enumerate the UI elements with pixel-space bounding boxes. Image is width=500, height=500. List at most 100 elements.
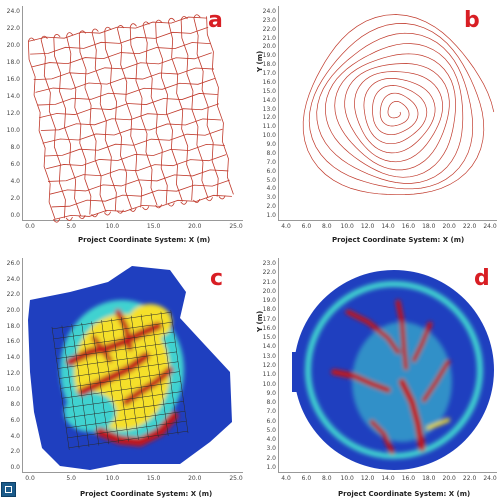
track-lines [27,14,234,223]
y-tick-label: 6.0 [10,416,20,424]
survey-track-line [206,16,234,195]
track-turn [40,35,48,40]
y-tick-label: 8.0 [10,144,20,151]
track-turn [91,28,99,33]
y-tick-label: 23.0 [262,260,276,267]
x-tick-label: 6.0 [301,475,312,482]
y-tick-label: 20.0 [262,287,276,295]
y-tick-label: 8.0 [10,401,20,409]
anomaly-feature [91,335,113,363]
track-turn [78,215,86,220]
y-tick-label: 16.0 [6,338,20,346]
y-axis-label-b: Y (m) [256,50,264,72]
survey-track-line [37,77,216,106]
y-tick-label: 13.0 [262,105,276,113]
track-turn [66,32,74,37]
track-turn [168,17,176,22]
x-tick-label: 5.0 [66,475,76,482]
y-tick-label: 21.0 [262,278,276,286]
grid-line [67,420,187,439]
y-tick-label: 16.0 [262,324,276,332]
panel-a: a 0.0 2.0 4.0 6.0 8.0 10.0 12.0 14.0 16.0 18.0 20.… [0,0,248,248]
survey-track-line [33,52,212,80]
window-icon[interactable] [1,482,16,497]
x-tick-label: 20.0 [442,475,456,482]
survey-track-line [53,194,232,221]
survey-track-line [104,30,132,209]
y-tick-label: 7.0 [266,408,276,416]
y-tick-label: 5.0 [266,176,276,184]
x-axis-label-c: Project Coordinate System: X (m) [80,490,213,498]
y-tick-label: 12.0 [262,362,276,369]
survey-track-line [117,28,143,208]
grid-line [160,311,179,435]
y-tick-label: 21.0 [262,34,276,42]
heat-ring [305,281,483,459]
panel-label-d: d [474,266,490,291]
y-tick-label: 8.0 [266,149,276,157]
anomaly-feature [395,299,409,371]
y-tick-label: 16.0 [6,76,20,83]
y-tick-label: 4.0 [266,436,276,444]
survey-grid-overlay [51,310,189,450]
heatmap-layer [305,281,483,459]
survey-track-line [44,128,223,157]
grid-line [130,315,149,439]
anomaly-feature [421,359,451,403]
y-tick-label: 17.0 [262,70,276,78]
x-tick-label: 16.0 [401,475,416,482]
y-tick-label: 0.0 [10,464,20,471]
y-tick-label: 24.0 [6,275,20,283]
x-tick-label: 20.0 [442,223,456,230]
y-tick-label: 11.0 [262,123,276,131]
x-tick-label: 14.0 [381,475,395,482]
y-tick-label: 1.0 [266,464,276,471]
y-tick-label: 24.0 [6,8,20,15]
y-tick-label: 12.0 [6,369,20,377]
plot-area-b [278,6,497,221]
x-tick-label: 12.0 [360,475,375,482]
y-tick-label: 0.0 [10,212,20,219]
x-tick-label: 15.0 [146,475,161,482]
anomaly-feature [66,322,162,366]
anomaly-feature [345,309,401,355]
x-tick-label: 10.0 [340,475,354,482]
survey-track-line [35,67,215,93]
y-tick-label: 20.0 [6,42,20,49]
survey-track-line [48,154,227,182]
y-tick-label: 2.0 [266,454,276,462]
x-tick-label: 4.0 [281,223,291,230]
y-tick-label: 4.0 [10,178,20,185]
track-turn [180,200,188,205]
grid-line [170,310,189,434]
y-tick-label: 15.0 [262,334,276,342]
track-turn [218,195,226,200]
track-spiral-plot [302,14,495,196]
panel-b: b 1.0 2.0 3.0 4.0 5.0 6.0 7.0 8.0 9.0 10.0 11.0 12.… [252,0,500,248]
y-tick-label: 9.0 [266,389,276,397]
y-tick-label: 15.0 [262,87,276,95]
anomaly-feature [426,418,450,430]
x-tick-label: 24.0 [483,475,497,482]
y-tick-label: 19.0 [262,52,276,60]
y-tick-label: 20.0 [262,43,276,51]
x-tick-label: 25.0 [229,223,243,230]
y-tick-label: 18.0 [6,59,20,66]
panel-label-c: c [210,266,224,291]
x-tick-label: 25.0 [229,475,243,482]
survey-track-line [78,34,107,213]
y-tick-label: 18.0 [6,322,20,330]
x-tick-label: 15.0 [146,223,161,230]
y-tick-label: 2.0 [10,195,20,202]
y-tick-label: 1.0 [266,212,276,219]
track-turn [78,30,86,35]
anomaly-feature [95,411,179,447]
y-axis-label-d: Y (m) [256,310,264,332]
x-tick-label: 12.0 [360,223,375,230]
survey-track-line [40,39,66,219]
y-tick-label: 26.0 [6,260,20,267]
y-tick-label: 3.0 [266,194,276,202]
y-tick-label: 22.0 [262,269,276,277]
panel-c: c 0.0 2.0 4.0 6.0 8.0 10.0 12.0 14.0 16.0 18.0 20.… [0,252,248,500]
track-turn [142,21,150,26]
